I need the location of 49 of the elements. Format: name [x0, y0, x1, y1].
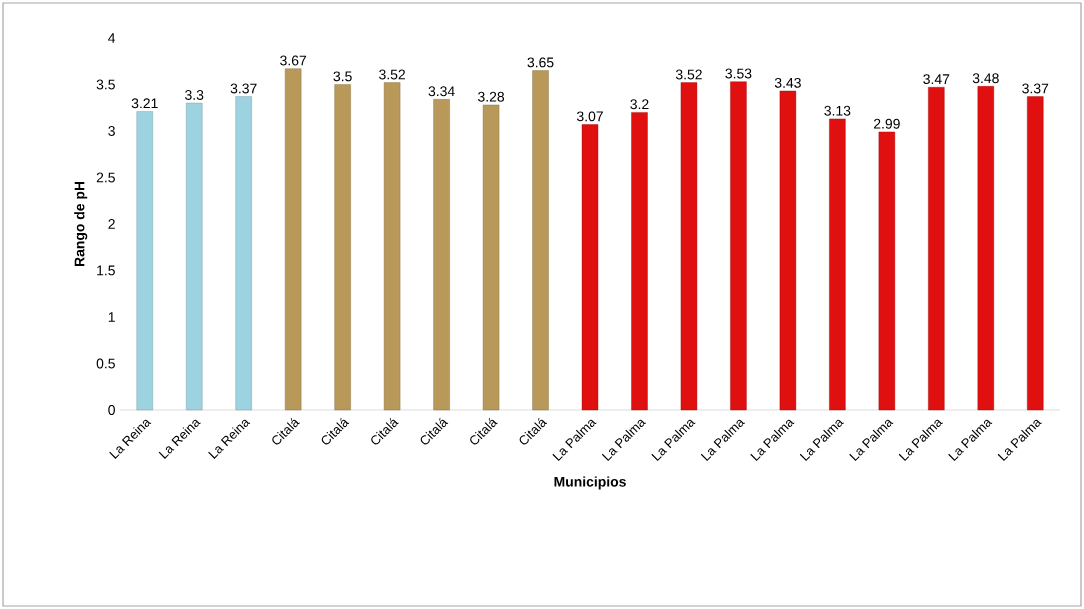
bar — [878, 131, 896, 411]
y-axis-title: Rango de pH — [74, 181, 88, 267]
y-tick-label: 3.5 — [96, 79, 115, 90]
bar — [631, 112, 648, 411]
data-label: 3.47 — [923, 74, 950, 85]
data-label: 3.28 — [478, 91, 505, 102]
bar — [680, 82, 698, 411]
bar — [136, 111, 153, 411]
data-label: 3.34 — [428, 86, 455, 97]
bar — [1027, 96, 1044, 411]
bar — [977, 86, 994, 411]
data-label: 3.3 — [185, 90, 204, 100]
x-axis-title: Municipios — [554, 476, 626, 490]
data-label: 3.07 — [576, 111, 603, 122]
bar — [284, 68, 302, 411]
bar — [334, 84, 351, 411]
y-tick-label: 0 — [108, 405, 115, 415]
y-tick-label: 4 — [108, 33, 116, 43]
y-tick-label: 2.5 — [96, 172, 115, 183]
data-label: 3.43 — [774, 77, 801, 88]
bar — [186, 102, 203, 411]
data-label: 3.37 — [1022, 83, 1049, 94]
bar — [829, 118, 846, 411]
data-label: 3.67 — [280, 55, 307, 66]
bar — [235, 96, 252, 411]
data-label: 3.52 — [675, 69, 702, 80]
y-tick-label: 1 — [108, 312, 115, 322]
bar — [581, 124, 599, 411]
bar — [383, 82, 401, 411]
data-label: 3.21 — [131, 98, 158, 109]
bar — [433, 99, 450, 411]
data-label: 3.5 — [333, 71, 352, 82]
y-tick-label: 2 — [108, 219, 115, 229]
data-label: 3.2 — [630, 99, 649, 110]
bar — [928, 87, 945, 411]
bar — [482, 104, 500, 411]
data-label: 3.48 — [972, 73, 999, 84]
y-tick-label: 1.5 — [97, 265, 115, 276]
data-label: 2.99 — [873, 118, 900, 129]
data-label: 3.53 — [725, 68, 752, 79]
data-label: 3.52 — [379, 69, 405, 80]
bar — [532, 70, 549, 411]
data-label: 3.13 — [824, 105, 851, 116]
data-label: 3.65 — [527, 57, 554, 68]
bar — [730, 81, 747, 411]
y-tick-label: 3 — [108, 126, 115, 136]
y-tick-label: 0.5 — [96, 358, 115, 369]
data-label: 3.37 — [230, 83, 257, 94]
bar — [779, 90, 797, 411]
